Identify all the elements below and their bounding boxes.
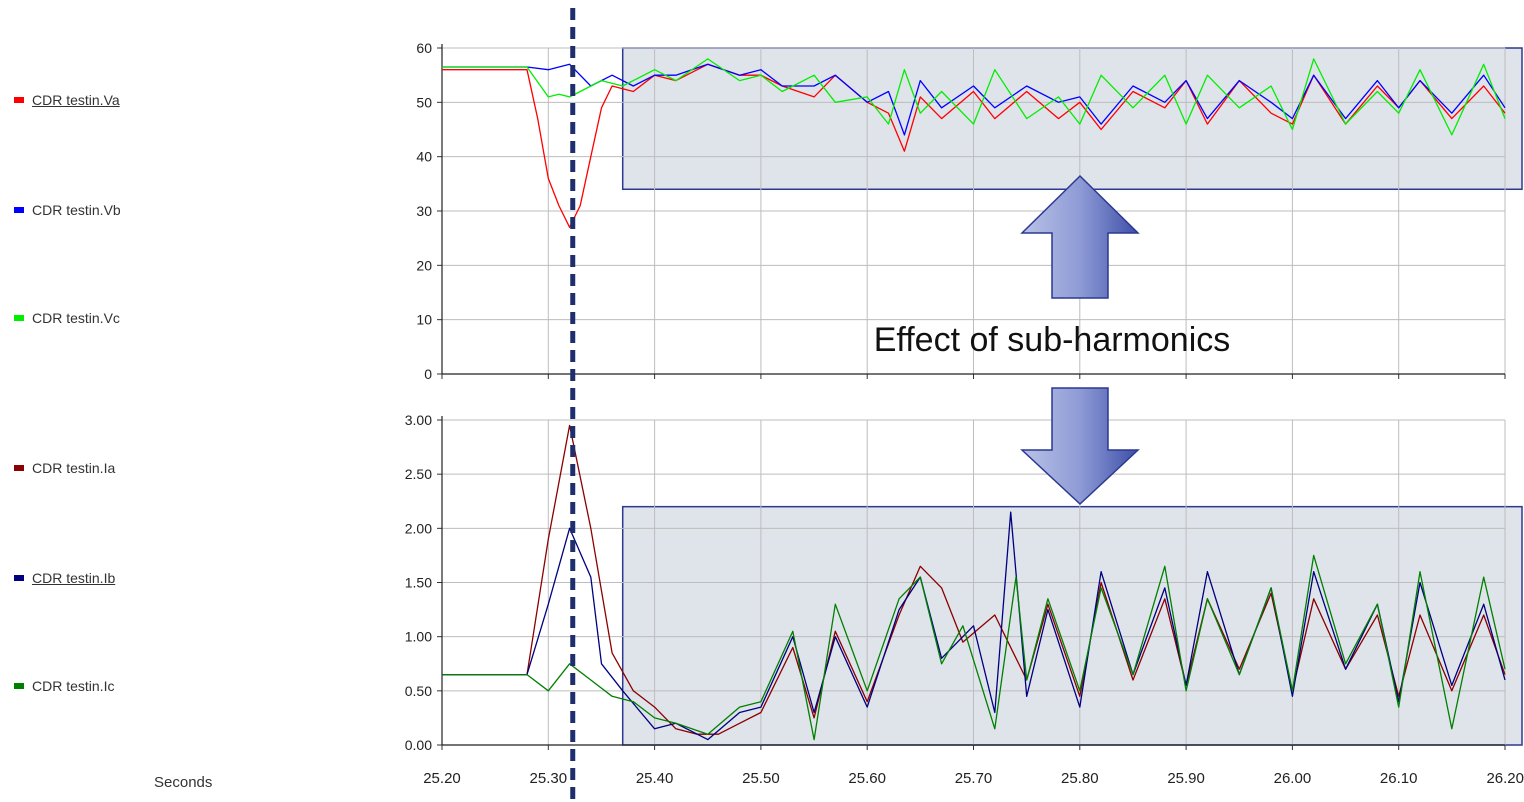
legend-swatch-vb — [14, 207, 24, 213]
legend-item-ia[interactable]: CDR testin.Ia — [14, 460, 115, 476]
x-tick-label: 25.70 — [955, 770, 993, 787]
legend-panel: CDR testin.Va CDR testin.Vb CDR testin.V… — [0, 0, 360, 802]
legend-item-vb[interactable]: CDR testin.Vb — [14, 202, 121, 218]
voltage-highlight-box — [621, 47, 1523, 191]
legend-label-ic[interactable]: CDR testin.Ic — [32, 678, 115, 694]
x-tick-label: 25.30 — [530, 770, 568, 787]
legend-label-va[interactable]: CDR testin.Va — [32, 92, 120, 108]
x-tick-label: 26.20 — [1486, 770, 1524, 787]
x-tick-label: 25.60 — [848, 770, 886, 787]
legend-label-ib[interactable]: CDR testin.Ib — [32, 570, 116, 586]
legend-label-vc[interactable]: CDR testin.Vc — [32, 310, 120, 326]
current-series-line-1 — [442, 424, 1506, 735]
current-ytick-label: 3.00 — [405, 412, 432, 428]
current-highlight-box — [621, 505, 1523, 746]
voltage-ytick-label: 30 — [416, 203, 432, 219]
legend-label-ia[interactable]: CDR testin.Ia — [32, 460, 116, 476]
voltage-ytick-label: 0 — [424, 366, 432, 382]
current-series-line-3 — [442, 554, 1506, 741]
voltage-plot: 0 10 20 30 40 50 60 — [416, 40, 1523, 382]
x-tick-label: 25.90 — [1167, 770, 1205, 787]
legend-swatch-ib — [14, 575, 24, 581]
current-plot: 0.00 0.50 1.00 1.50 2.00 2.50 3.00 25.20 25.30 25… — [405, 412, 1524, 787]
voltage-ytick-label: 50 — [416, 94, 432, 110]
voltage-ytick-label: 40 — [416, 149, 432, 165]
legend-item-va[interactable]: CDR testin.Va — [14, 92, 120, 108]
x-tick-label: 26.10 — [1380, 770, 1418, 787]
x-tick-label: 25.50 — [742, 770, 780, 787]
legend-item-vc[interactable]: CDR testin.Vc — [14, 310, 120, 326]
x-tick-label: 25.80 — [1061, 770, 1099, 787]
current-ytick-label: 1.50 — [405, 575, 432, 591]
down-arrow-icon — [1020, 387, 1140, 506]
legend-item-ib[interactable]: CDR testin.Ib — [14, 570, 115, 586]
current-ytick-label: 0.50 — [405, 683, 432, 699]
x-axis-label: Seconds — [154, 774, 213, 791]
current-ytick-label: 1.00 — [405, 629, 432, 645]
current-series-line-2 — [442, 511, 1506, 741]
x-tick-label: 26.00 — [1274, 770, 1312, 787]
up-arrow-icon — [1020, 174, 1140, 299]
voltage-series-line-1 — [442, 63, 1506, 228]
current-ytick-label: 0.00 — [405, 737, 432, 753]
legend-swatch-vc — [14, 315, 24, 321]
legend-swatch-ia — [14, 465, 24, 471]
voltage-series-line-2 — [442, 63, 1506, 136]
legend-swatch-ic — [14, 683, 24, 689]
voltage-ytick-label: 20 — [416, 257, 432, 273]
current-ytick-label: 2.00 — [405, 520, 432, 536]
x-tick-label: 25.20 — [423, 770, 461, 787]
annotation-text: Effect of sub-harmonics — [874, 321, 1231, 359]
voltage-ytick-label: 10 — [416, 312, 432, 328]
x-tick-label: 25.40 — [636, 770, 674, 787]
current-ytick-label: 2.50 — [405, 466, 432, 482]
legend-item-ic[interactable]: CDR testin.Ic — [14, 678, 114, 694]
legend-swatch-va — [14, 97, 24, 103]
voltage-series-line-3 — [442, 58, 1506, 136]
voltage-ytick-label: 60 — [416, 40, 432, 56]
legend-label-vb[interactable]: CDR testin.Vb — [32, 202, 121, 218]
overlay-layer: Effect of sub-harmonics — [570, 8, 1231, 800]
